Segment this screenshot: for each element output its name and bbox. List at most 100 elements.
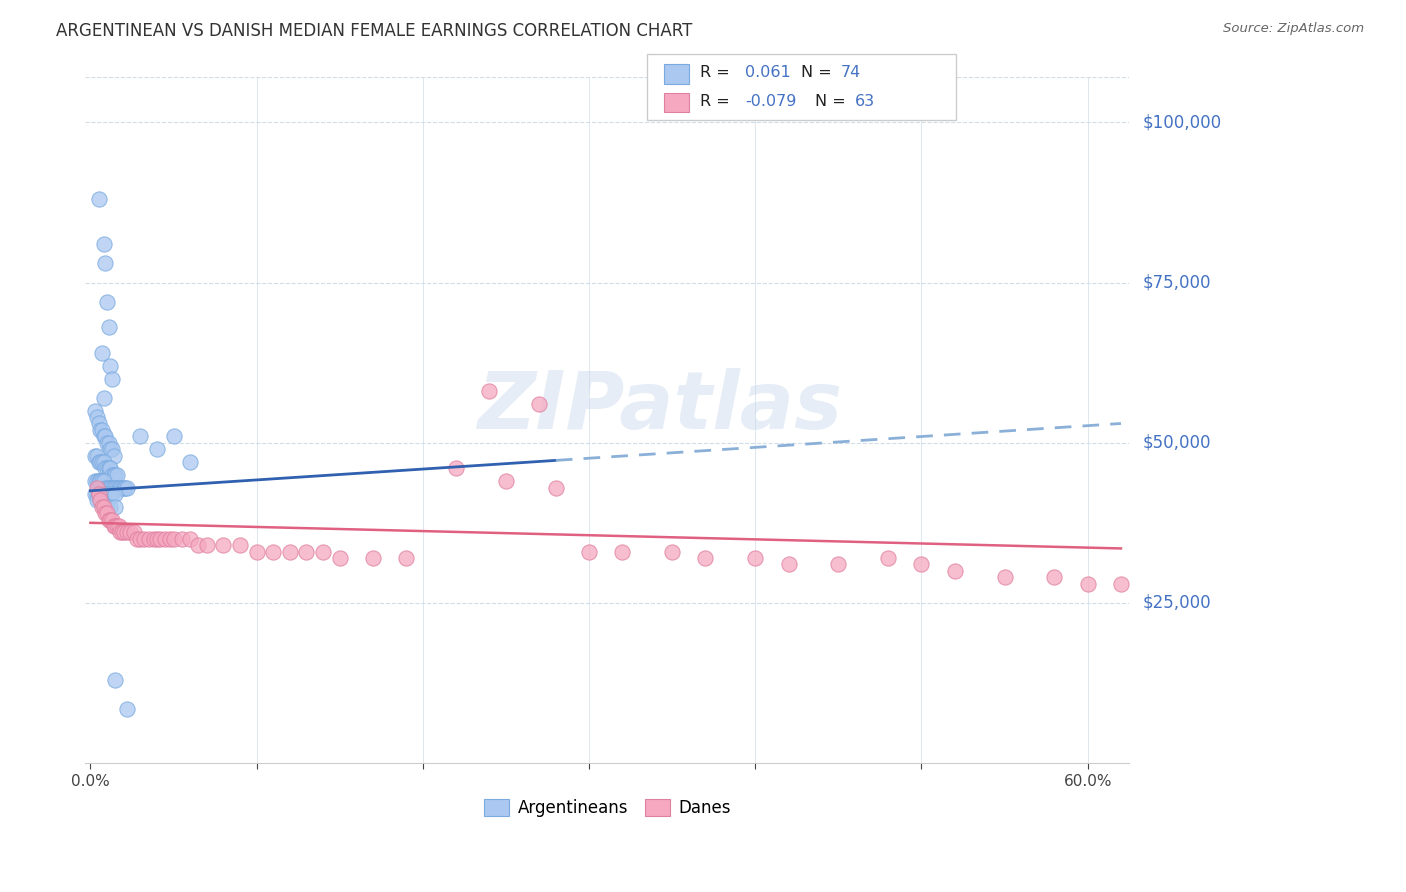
Point xyxy=(146,532,169,546)
Point xyxy=(94,506,117,520)
Point xyxy=(612,544,634,558)
Point xyxy=(104,481,127,495)
Point xyxy=(910,558,932,572)
Point xyxy=(105,481,128,495)
Point xyxy=(96,435,118,450)
Point xyxy=(101,442,124,457)
Point xyxy=(107,519,129,533)
Point xyxy=(96,481,118,495)
Text: $25,000: $25,000 xyxy=(1143,594,1211,612)
Point xyxy=(96,500,118,514)
Point xyxy=(87,474,110,488)
Point xyxy=(86,474,108,488)
Point xyxy=(94,256,117,270)
Point xyxy=(93,455,115,469)
Point xyxy=(86,481,108,495)
Point xyxy=(229,538,252,552)
Point xyxy=(129,532,152,546)
Point xyxy=(103,449,125,463)
Point xyxy=(132,532,155,546)
Legend: Argentineans, Danes: Argentineans, Danes xyxy=(478,792,737,823)
Point xyxy=(86,449,108,463)
Point xyxy=(97,435,120,450)
Point xyxy=(104,519,127,533)
Point xyxy=(212,538,235,552)
Text: 0.061: 0.061 xyxy=(745,65,792,79)
Point xyxy=(744,551,766,566)
Point xyxy=(84,474,107,488)
Point xyxy=(195,538,218,552)
Text: Source: ZipAtlas.com: Source: ZipAtlas.com xyxy=(1223,22,1364,36)
Point xyxy=(98,513,121,527)
Point xyxy=(138,532,160,546)
Point xyxy=(101,513,124,527)
Point xyxy=(103,519,125,533)
Point xyxy=(544,481,567,495)
Point xyxy=(107,481,129,495)
Point xyxy=(246,544,269,558)
Point xyxy=(93,429,115,443)
Point xyxy=(103,467,125,482)
Point xyxy=(146,442,169,457)
Point xyxy=(93,474,115,488)
Point xyxy=(312,544,335,558)
Point xyxy=(179,455,201,469)
Text: R =: R = xyxy=(700,65,735,79)
Point xyxy=(112,525,135,540)
Text: N =: N = xyxy=(801,65,838,79)
Point xyxy=(98,442,121,457)
Point xyxy=(115,701,138,715)
Point xyxy=(89,455,111,469)
Point xyxy=(104,487,127,501)
Point xyxy=(120,525,142,540)
Point xyxy=(578,544,600,558)
Point xyxy=(96,461,118,475)
Point xyxy=(104,500,127,514)
Point xyxy=(87,455,110,469)
Text: $75,000: $75,000 xyxy=(1143,274,1211,292)
Point xyxy=(84,449,107,463)
Point xyxy=(97,481,120,495)
Point xyxy=(170,532,193,546)
Point xyxy=(159,532,181,546)
Point xyxy=(295,544,318,558)
Point xyxy=(87,487,110,501)
Point xyxy=(93,500,115,514)
Point xyxy=(149,532,172,546)
Point xyxy=(943,564,966,578)
Point xyxy=(1109,576,1132,591)
Point xyxy=(179,532,201,546)
Point xyxy=(661,544,683,558)
Point xyxy=(89,493,111,508)
Point xyxy=(93,500,115,514)
Point xyxy=(1043,570,1066,584)
Point xyxy=(101,487,124,501)
Text: ZIPatlas: ZIPatlas xyxy=(477,368,842,446)
Point xyxy=(115,481,138,495)
Point xyxy=(87,192,110,206)
Point xyxy=(101,481,124,495)
Text: R =: R = xyxy=(700,95,735,109)
Point xyxy=(112,481,135,495)
Point xyxy=(86,410,108,425)
Point xyxy=(91,346,114,360)
Point xyxy=(104,467,127,482)
Point xyxy=(110,481,132,495)
Point xyxy=(278,544,301,558)
Point xyxy=(125,532,148,546)
Point xyxy=(495,474,517,488)
Point xyxy=(329,551,352,566)
Point xyxy=(994,570,1017,584)
Text: 63: 63 xyxy=(855,95,875,109)
Point xyxy=(105,467,128,482)
Point xyxy=(86,487,108,501)
Point xyxy=(153,532,176,546)
Point xyxy=(105,519,128,533)
Point xyxy=(89,423,111,437)
Text: $50,000: $50,000 xyxy=(1143,434,1211,451)
Point xyxy=(84,487,107,501)
Point xyxy=(91,487,114,501)
Point xyxy=(93,237,115,252)
Point xyxy=(111,481,134,495)
Point xyxy=(97,487,120,501)
